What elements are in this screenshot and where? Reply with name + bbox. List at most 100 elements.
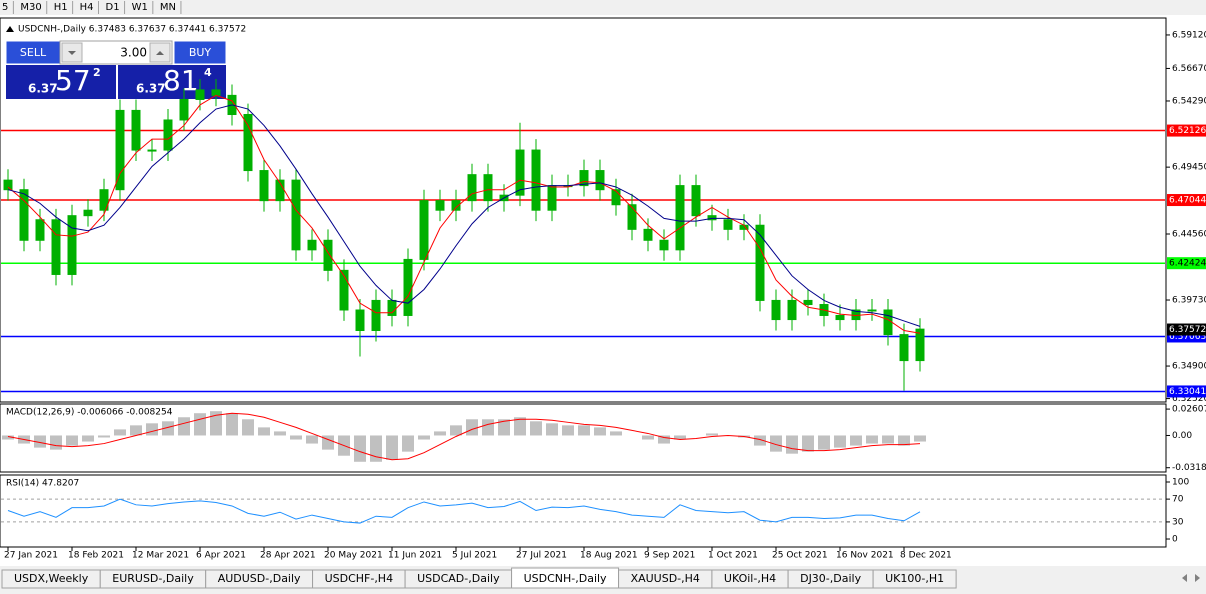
macd-bar (770, 435, 782, 452)
tab[interactable]: AUDUSD-,Daily (205, 569, 314, 589)
bid-main: 57 (55, 64, 91, 97)
tab[interactable]: UKOil-,H4 (711, 569, 789, 589)
ask-big: 6.37 (136, 82, 166, 96)
macd-bar (274, 431, 286, 436)
x-tick-label: 1 Oct 2021 (708, 551, 758, 561)
volume-value[interactable]: 3.00 (120, 46, 147, 60)
candle-body (3, 179, 13, 191)
tab-label[interactable]: USDX,Weekly (14, 572, 89, 585)
candle-body (771, 299, 781, 321)
macd-bar (34, 435, 46, 448)
candle-body (147, 149, 157, 152)
timeframe-button[interactable]: H4 (80, 2, 94, 13)
tab-label[interactable]: USDCAD-,Daily (417, 572, 500, 585)
candle-body (707, 215, 717, 221)
buy-button[interactable] (173, 40, 227, 65)
candle-body (787, 299, 797, 321)
tab[interactable]: UK100-,H1 (872, 569, 957, 589)
tab-label[interactable]: DJ30-,Daily (800, 572, 862, 585)
tab[interactable]: EURUSD-,Daily (99, 569, 207, 589)
candle-body (595, 170, 605, 191)
y-tick-label: 6.49450 (1172, 163, 1206, 173)
macd-bar (290, 435, 302, 440)
tab-label[interactable]: EURUSD-,Daily (112, 572, 194, 585)
macd-bar (258, 427, 270, 436)
timeframe-button[interactable]: 5 (2, 2, 8, 13)
candle-body (195, 89, 205, 100)
macd-bar (802, 435, 814, 452)
x-tick-label: 11 Jun 2021 (388, 551, 442, 561)
level-label: 6.33041 (1169, 387, 1206, 397)
tab-scroll-left[interactable] (1182, 574, 1187, 582)
timeframe-button[interactable]: M30 (20, 2, 41, 13)
macd-bar (466, 419, 478, 436)
y-tick-label: 6.32520 (1172, 394, 1206, 404)
y-tick-label: 0 (1172, 535, 1178, 545)
tab[interactable]: USDCNH-,Daily (511, 567, 620, 589)
trade-panel: SELL 3.00 BUY 6.37 57 2 6.37 81 4 (5, 40, 227, 99)
candle-body (83, 209, 93, 217)
candle-body (371, 299, 381, 332)
x-tick-label: 8 Dec 2021 (900, 551, 952, 561)
timeframe-button[interactable]: H1 (54, 2, 68, 13)
tab[interactable]: USDCAD-,Daily (404, 569, 513, 589)
macd-bar (898, 435, 910, 446)
candle-body (547, 185, 557, 211)
macd-bar (386, 435, 398, 460)
y-tick-label: 30 (1172, 517, 1184, 527)
tab-label[interactable]: UKOil-,H4 (724, 572, 776, 585)
timeframe-button[interactable]: D1 (106, 2, 120, 13)
ask-box[interactable] (118, 65, 226, 99)
y-tick-label: 6.39730 (1172, 296, 1206, 306)
macd-bar (834, 435, 846, 448)
tab-label[interactable]: USDCHF-,H4 (325, 572, 394, 585)
macd-bar (242, 419, 254, 436)
candle-body (339, 269, 349, 311)
macd-bar (178, 417, 190, 436)
candle-body (675, 185, 685, 251)
x-tick-label: 5 Jul 2021 (452, 551, 497, 561)
candle-body (19, 189, 29, 241)
buy-label[interactable]: BUY (189, 46, 212, 59)
y-tick-label: 6.56670 (1172, 64, 1206, 74)
tab-label[interactable]: AUDUSD-,Daily (218, 572, 301, 585)
x-tick-label: 27 Jul 2021 (516, 551, 567, 561)
level-label-bg (1167, 385, 1206, 398)
tab[interactable]: USDX,Weekly (1, 569, 101, 589)
candle-body (467, 174, 477, 202)
sell-label[interactable]: SELL (20, 46, 47, 59)
macd-bar (2, 435, 14, 440)
toolbar (0, 0, 1206, 15)
timeframe-button[interactable]: MN (160, 2, 176, 13)
down-arrow (68, 51, 76, 55)
tab[interactable]: USDCHF-,H4 (312, 569, 406, 589)
level-label: 6.47044 (1169, 196, 1206, 206)
x-tick-label: 16 Nov 2021 (836, 551, 894, 561)
volume-box[interactable] (59, 40, 173, 65)
candle-body (691, 185, 701, 217)
collapse-icon[interactable] (6, 26, 14, 32)
timeframe-button[interactable]: W1 (132, 2, 148, 13)
x-tick-label: 20 May 2021 (324, 551, 383, 561)
level-label-bg (1167, 194, 1206, 207)
current-price-label: 6.37572 (1169, 325, 1206, 335)
tab-label[interactable]: UK100-,H1 (885, 572, 944, 585)
candle-body (883, 309, 893, 336)
tab-label[interactable]: XAUUSD-,H4 (631, 572, 700, 585)
candle-body (35, 219, 45, 241)
bid-small: 2 (93, 66, 101, 79)
y-tick-label: 6.34900 (1172, 362, 1206, 372)
ask-main: 81 (163, 64, 199, 97)
x-tick-label: 12 Mar 2021 (132, 551, 189, 561)
tab[interactable]: DJ30-,Daily (787, 569, 874, 589)
candle-body (579, 170, 589, 187)
candle-body (531, 149, 541, 211)
tab-label[interactable]: USDCNH-,Daily (524, 572, 607, 585)
tab[interactable]: XAUUSD-,H4 (618, 569, 713, 589)
candle-body (659, 239, 669, 251)
candle-body (611, 189, 621, 206)
tab-scroll-right[interactable] (1195, 574, 1200, 582)
candle-body (163, 119, 173, 151)
bid-box[interactable] (6, 65, 116, 99)
